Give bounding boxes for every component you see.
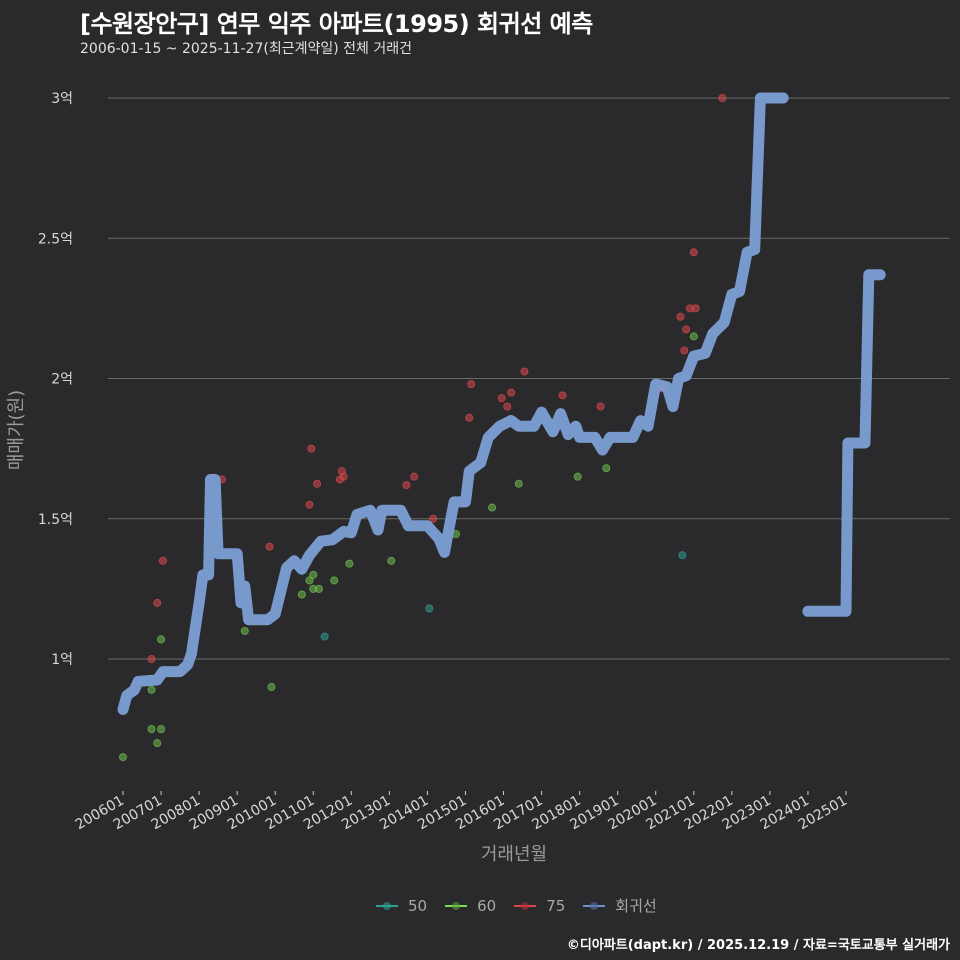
- svg-text:1.5억: 1.5억: [38, 512, 73, 528]
- svg-text:2.5억: 2.5억: [38, 231, 73, 247]
- legend-item-regression[interactable]: 회귀선: [583, 895, 657, 916]
- chart-subtitle: 2006-01-15 ~ 2025-11-27(최근계약일) 전체 거래건: [80, 41, 412, 57]
- legend-key-50-icon: [376, 899, 398, 913]
- y-gridlines: [108, 97, 950, 660]
- legend-item-75[interactable]: 75: [514, 897, 565, 915]
- legend-key-75-icon: [514, 899, 537, 913]
- svg-text:3억: 3억: [51, 91, 73, 107]
- x-axis-title: 거래년월: [481, 844, 547, 865]
- x-axis-ticks: 2006012007012008012009012010012011012012…: [73, 791, 850, 833]
- legend-item-50[interactable]: 50: [376, 897, 427, 915]
- legend-item-60[interactable]: 60: [445, 897, 496, 915]
- legend-label: 60: [477, 896, 497, 915]
- legend-label: 75: [546, 896, 566, 915]
- regression-line: [117, 92, 886, 715]
- y-axis-title: 매매가(원): [6, 390, 27, 470]
- chart-title: [수원장안구] 연무 익주 아파트(1995) 회귀선 예측: [80, 10, 593, 38]
- legend-label: 회귀선: [615, 897, 657, 915]
- source-credit: ©디아파트(dapt.kr) / 2025.12.19 / 자료=국토교통부 실…: [566, 938, 950, 953]
- y-axis-ticks: 1억 1.5억 2억 2.5억 3억: [38, 91, 73, 668]
- chart-legend: 50 60 75 회귀선: [376, 895, 675, 916]
- svg-text:2억: 2억: [51, 372, 73, 388]
- svg-text:1억: 1억: [51, 652, 73, 668]
- legend-key-regression-icon: [583, 899, 606, 913]
- legend-key-60-icon: [445, 899, 468, 913]
- legend-label: 50: [408, 896, 428, 915]
